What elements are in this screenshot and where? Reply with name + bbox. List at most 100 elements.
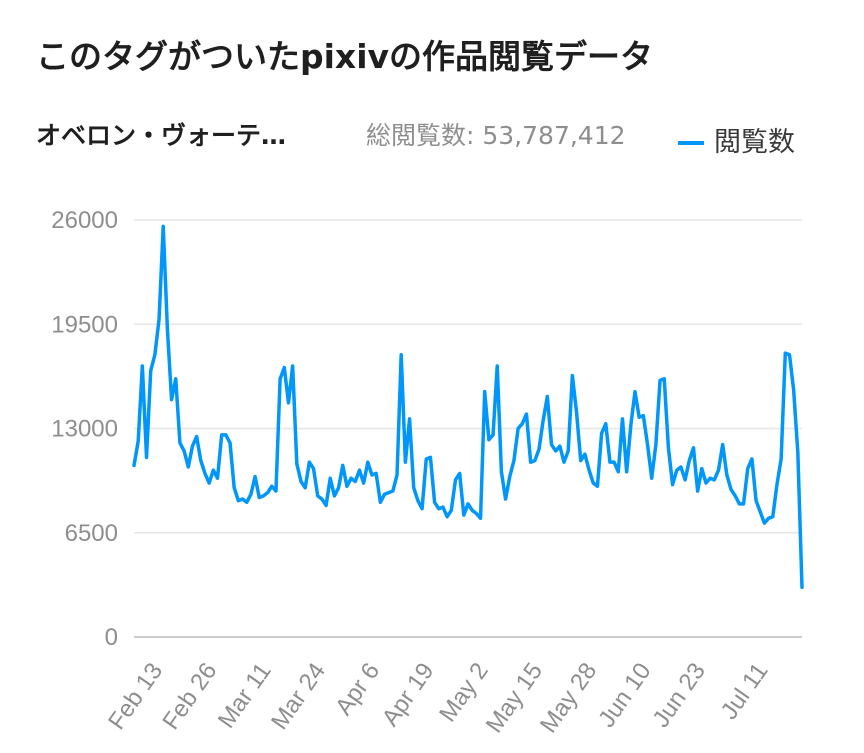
data-point[interactable] <box>457 471 462 476</box>
data-point[interactable] <box>678 464 683 469</box>
data-point[interactable] <box>357 468 362 473</box>
data-point[interactable] <box>148 368 153 373</box>
data-point[interactable] <box>240 497 245 502</box>
data-point[interactable] <box>570 373 575 378</box>
data-point[interactable] <box>344 484 349 489</box>
data-point[interactable] <box>449 508 454 513</box>
data-point[interactable] <box>557 444 562 449</box>
data-point[interactable] <box>549 442 554 447</box>
data-point[interactable] <box>411 485 416 490</box>
data-point[interactable] <box>495 363 500 368</box>
data-point[interactable] <box>779 456 784 461</box>
data-point[interactable] <box>161 224 166 229</box>
data-point[interactable] <box>591 481 596 486</box>
data-point[interactable] <box>541 418 546 423</box>
data-point[interactable] <box>365 460 370 465</box>
data-point[interactable] <box>695 489 700 494</box>
data-point[interactable] <box>390 489 395 494</box>
data-point[interactable] <box>683 477 688 482</box>
data-point[interactable] <box>545 394 550 399</box>
data-point[interactable] <box>169 397 174 402</box>
data-point[interactable] <box>190 444 195 449</box>
data-point[interactable] <box>524 412 529 417</box>
data-point[interactable] <box>361 481 366 486</box>
data-point[interactable] <box>633 389 638 394</box>
data-point[interactable] <box>374 471 379 476</box>
data-point[interactable] <box>420 506 425 511</box>
data-point[interactable] <box>774 482 779 487</box>
data-point[interactable] <box>194 434 199 439</box>
data-point[interactable] <box>399 352 404 357</box>
data-point[interactable] <box>265 490 270 495</box>
data-point[interactable] <box>511 458 516 463</box>
data-point[interactable] <box>503 497 508 502</box>
data-point[interactable] <box>491 432 496 437</box>
data-point[interactable] <box>641 413 646 418</box>
data-point[interactable] <box>749 456 754 461</box>
data-point[interactable] <box>612 460 617 465</box>
data-point[interactable] <box>699 466 704 471</box>
data-point[interactable] <box>716 468 721 473</box>
data-point[interactable] <box>466 501 471 506</box>
data-point[interactable] <box>332 493 337 498</box>
data-point[interactable] <box>720 442 725 447</box>
data-point[interactable] <box>177 440 182 445</box>
data-point[interactable] <box>328 476 333 481</box>
data-point[interactable] <box>800 585 805 590</box>
data-point[interactable] <box>599 431 604 436</box>
data-point[interactable] <box>574 410 579 415</box>
data-point[interactable] <box>620 416 625 421</box>
data-point[interactable] <box>536 447 541 452</box>
data-point[interactable] <box>415 498 420 503</box>
data-point[interactable] <box>349 476 354 481</box>
data-point[interactable] <box>440 505 445 510</box>
data-point[interactable] <box>261 493 266 498</box>
data-point[interactable] <box>516 426 521 431</box>
data-point[interactable] <box>787 352 792 357</box>
data-point[interactable] <box>299 479 304 484</box>
data-point[interactable] <box>428 455 433 460</box>
data-point[interactable] <box>157 317 162 322</box>
data-point[interactable] <box>733 493 738 498</box>
data-point[interactable] <box>165 327 170 332</box>
data-point[interactable] <box>649 476 654 481</box>
data-point[interactable] <box>140 363 145 368</box>
data-point[interactable] <box>603 421 608 426</box>
data-point[interactable] <box>670 482 675 487</box>
data-point[interactable] <box>395 473 400 478</box>
data-point[interactable] <box>273 489 278 494</box>
data-point[interactable] <box>674 468 679 473</box>
data-point[interactable] <box>703 481 708 486</box>
data-point[interactable] <box>616 469 621 474</box>
data-point[interactable] <box>248 492 253 497</box>
data-point[interactable] <box>762 521 767 526</box>
data-point[interactable] <box>754 498 759 503</box>
data-point[interactable] <box>290 363 295 368</box>
data-point[interactable] <box>315 493 320 498</box>
data-point[interactable] <box>474 511 479 516</box>
data-point[interactable] <box>144 455 149 460</box>
data-point[interactable] <box>223 432 228 437</box>
data-point[interactable] <box>228 440 233 445</box>
data-point[interactable] <box>445 514 450 519</box>
data-point[interactable] <box>486 437 491 442</box>
data-point[interactable] <box>432 500 437 505</box>
data-point[interactable] <box>278 376 283 381</box>
data-point[interactable] <box>532 458 537 463</box>
data-point[interactable] <box>628 423 633 428</box>
data-point[interactable] <box>461 513 466 518</box>
data-point[interactable] <box>595 484 600 489</box>
data-point[interactable] <box>186 464 191 469</box>
data-point[interactable] <box>662 376 667 381</box>
data-point[interactable] <box>202 471 207 476</box>
data-point[interactable] <box>311 466 316 471</box>
data-point[interactable] <box>244 500 249 505</box>
data-point[interactable] <box>553 448 558 453</box>
data-point[interactable] <box>207 481 212 486</box>
data-point[interactable] <box>770 514 775 519</box>
data-point[interactable] <box>587 468 592 473</box>
data-point[interactable] <box>282 365 287 370</box>
data-point[interactable] <box>353 479 358 484</box>
data-point[interactable] <box>286 400 291 405</box>
data-point[interactable] <box>645 442 650 447</box>
